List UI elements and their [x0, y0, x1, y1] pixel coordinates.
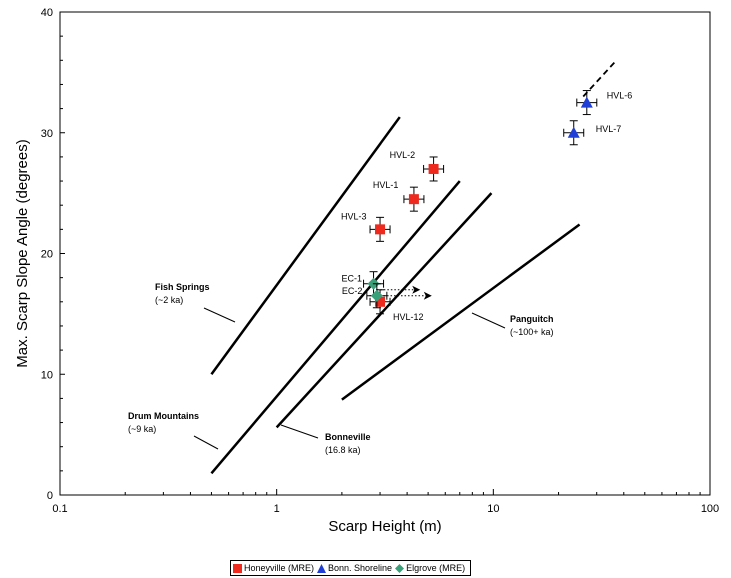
- reference-line-label: Panguitch: [510, 314, 554, 324]
- reference-line: [275, 192, 493, 429]
- reference-line-age: (~9 ka): [128, 424, 156, 434]
- arrow-head-icon: [412, 285, 421, 294]
- reference-line-label: Bonneville: [325, 432, 371, 442]
- legend-item: Elgrove (MRE): [395, 563, 465, 573]
- data-point: [375, 224, 386, 235]
- data-point: [408, 194, 419, 205]
- point-label: HVL-12: [393, 312, 424, 322]
- legend-label: Honeyville (MRE): [244, 563, 315, 573]
- x-axis-title: Scarp Height (m): [328, 518, 441, 535]
- data-point: [370, 289, 383, 302]
- point-label: EC-2: [342, 286, 363, 296]
- reference-line-age: (16.8 ka): [325, 445, 361, 455]
- data-point: [580, 96, 593, 108]
- legend-item: Honeyville (MRE): [233, 563, 314, 573]
- y-tick-label: 40: [41, 7, 53, 19]
- point-label: HVL-2: [390, 150, 416, 160]
- data-point: [375, 296, 386, 307]
- legend: Honeyville (MRE) Bonn. Shoreline Elgrove (…: [230, 560, 472, 576]
- reference-line-age: (~2 ka): [155, 295, 183, 305]
- legend-label: Elgrove (MRE): [406, 563, 466, 573]
- leader-line: [280, 424, 319, 439]
- point-label: HVL-1: [373, 180, 399, 190]
- data-point: [428, 163, 439, 174]
- point-label: HVL-6: [607, 91, 633, 101]
- leader-line: [193, 435, 219, 450]
- y-axis-title: Max. Scarp Slope Angle (degrees): [14, 139, 31, 367]
- data-point: [567, 126, 580, 138]
- diamond-icon: [395, 563, 405, 573]
- leader-line: [203, 307, 236, 323]
- plot-area: [59, 11, 711, 496]
- point-label: EC-1: [342, 274, 363, 284]
- reference-line: [210, 116, 401, 375]
- point-label: HVL-7: [596, 124, 622, 134]
- reference-line-label: Drum Mountains: [128, 411, 199, 421]
- square-icon: [233, 563, 242, 573]
- reference-line-extension: [582, 59, 618, 98]
- triangle-icon: [317, 563, 327, 573]
- x-tick-label: 100: [701, 503, 719, 515]
- leader-line: [471, 312, 506, 329]
- legend-label: Bonn. Shoreline: [328, 563, 393, 573]
- y-tick-label: 20: [41, 249, 53, 261]
- x-tick-label: 10: [487, 503, 499, 515]
- point-label: HVL-3: [341, 211, 367, 221]
- legend-item: Bonn. Shoreline: [317, 563, 392, 573]
- reference-line-label: Fish Springs: [155, 282, 210, 292]
- reference-line: [210, 180, 461, 475]
- x-tick-label: 1: [274, 503, 280, 515]
- reference-line: [341, 223, 581, 401]
- reference-line-age: (~100+ ka): [510, 327, 554, 337]
- y-tick-label: 30: [41, 128, 53, 140]
- y-tick-label: 0: [47, 490, 53, 502]
- arrow-head-icon: [423, 291, 432, 300]
- x-tick-label: 0.1: [52, 503, 67, 515]
- y-tick-label: 10: [41, 369, 53, 381]
